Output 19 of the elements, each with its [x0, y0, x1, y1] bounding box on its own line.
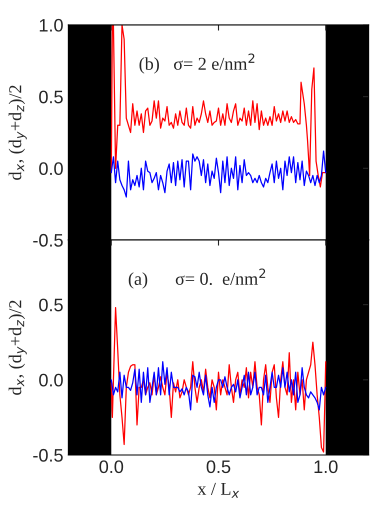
x-axis-title: x / L$_{x}$ [198, 482, 240, 498]
annotation: (b) σ= 2 e/nm$^{2}$ [140, 53, 254, 74]
y-tick-label: 0.5 [39, 298, 63, 312]
y-axis-title: d$_{x}$, (d$_{y}$+d$_{z}$)/2 [8, 86, 27, 180]
x-tick-label: 1.0 [314, 460, 338, 474]
line-series [110, 150, 326, 198]
y-tick-label: -0.5 [33, 448, 63, 462]
line-series [110, 307, 326, 453]
y-tick-label: 0.0 [39, 162, 63, 176]
y-axis-title: d$_{x}$, (d$_{y}$+d$_{z}$)/2 [8, 300, 27, 395]
line-series [110, 361, 326, 411]
y-tick-label: 0.0 [39, 374, 63, 387]
y-tick-label: 1.0 [40, 18, 63, 32]
y-tick-label: 0.5 [39, 90, 63, 104]
x-tick-label: 0.5 [206, 460, 230, 474]
line-series [110, 24, 326, 188]
x-tick-label: 0.0 [99, 460, 124, 474]
annotation: (a) σ= 0. e/nm$^{2}$ [128, 268, 266, 289]
y-tick-label: -0.5 [33, 234, 63, 247]
